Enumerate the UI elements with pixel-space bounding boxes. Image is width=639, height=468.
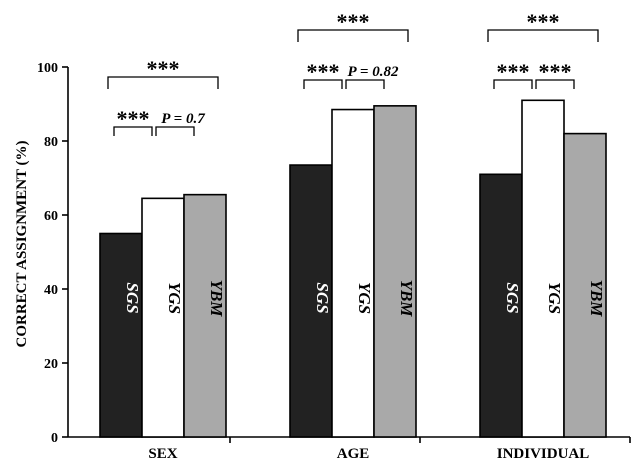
significance-bracket	[303, 79, 343, 89]
significance-label: P = 0.7	[161, 111, 205, 127]
x-tick-label: AGE	[337, 446, 370, 462]
significance-label: ***	[337, 9, 370, 34]
bar-sgs-age	[289, 164, 333, 438]
y-axis-label: CORRECT ASSIGNMENT (%)	[14, 141, 30, 348]
y-tick-label: 0	[51, 431, 58, 446]
significance-bracket	[535, 79, 575, 89]
significance-label: ***	[539, 59, 572, 84]
significance-bracket	[297, 29, 409, 42]
significance-label: ***	[117, 106, 150, 131]
bar-ygs-sex	[141, 197, 185, 438]
y-tick-label: 80	[44, 135, 58, 150]
significance-label: ***	[147, 56, 180, 81]
bar-label: YBM	[207, 280, 226, 318]
bar-label: YGS	[165, 282, 184, 314]
bar-ygs-individual	[521, 99, 565, 438]
x-tick-label: SEX	[148, 446, 177, 462]
bar-ybm-sex	[183, 193, 227, 438]
significance-bracket	[155, 126, 195, 136]
significance-label: P = 0.82	[348, 64, 399, 80]
bar-ybm-individual	[563, 132, 607, 438]
significance-label: ***	[527, 9, 560, 34]
significance-bracket	[487, 29, 599, 42]
bar-ygs-age	[331, 108, 375, 438]
bar-label: SGS	[313, 282, 332, 313]
x-tick-label: INDIVIDUAL	[497, 446, 590, 462]
y-tick-label: 100	[37, 61, 58, 76]
bar-label: YGS	[355, 282, 374, 314]
y-tick-label: 20	[44, 357, 58, 372]
significance-bracket	[107, 76, 219, 89]
bar-label: YBM	[587, 280, 606, 318]
significance-bracket	[113, 126, 153, 136]
bar-ybm-age	[373, 105, 417, 438]
bar-sgs-sex	[99, 232, 143, 438]
significance-label: ***	[497, 59, 530, 84]
bar-label: YGS	[545, 282, 564, 314]
y-tick-label: 60	[44, 209, 58, 224]
y-tick-label: 40	[44, 283, 58, 298]
significance-bracket	[493, 79, 533, 89]
significance-label: ***	[307, 59, 340, 84]
significance-bracket	[345, 79, 385, 89]
bar-label: SGS	[503, 282, 522, 313]
bar-label: YBM	[397, 280, 416, 318]
bar-label: SGS	[123, 282, 142, 313]
